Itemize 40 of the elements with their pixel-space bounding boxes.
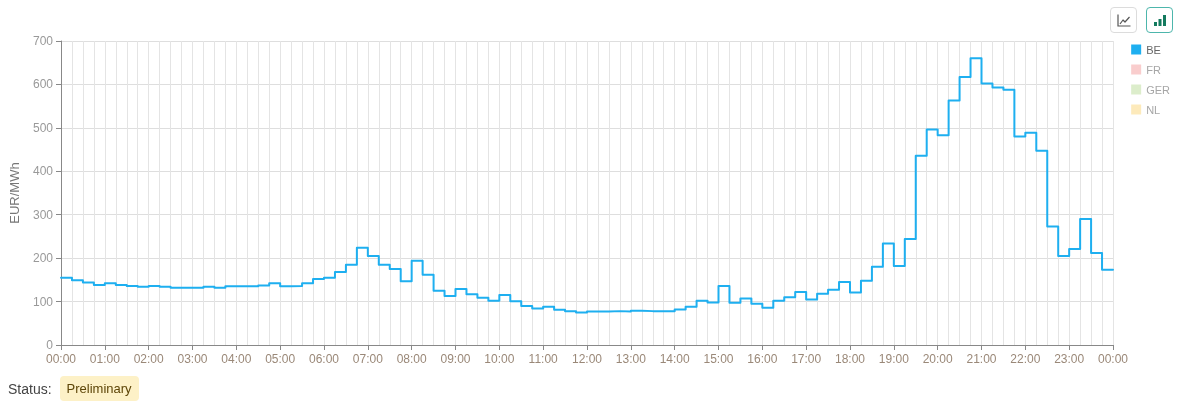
y-tick-label: 700 xyxy=(32,34,54,48)
legend-label: NL xyxy=(1146,103,1161,116)
y-tick-label: 0 xyxy=(46,338,54,352)
y-tick-label: 100 xyxy=(32,294,54,309)
x-tick-label: 18:00 xyxy=(834,352,866,366)
x-tick-label: 00:00 xyxy=(45,352,77,366)
y-tick-label: 400 xyxy=(32,164,54,179)
x-tick-label: 01:00 xyxy=(89,352,121,366)
y-axis-title: EUR/MWh xyxy=(7,162,22,224)
x-tick-label: 21:00 xyxy=(966,352,997,366)
x-tick-label: 16:00 xyxy=(747,352,778,366)
text: Status: xyxy=(8,380,52,397)
x-tick-label: 03:00 xyxy=(177,352,208,366)
status-badge: Preliminary xyxy=(59,376,139,401)
x-tick-label: 09:00 xyxy=(440,352,471,366)
x-tick-label: 06:00 xyxy=(308,352,340,366)
x-tick-label: 12:00 xyxy=(571,352,603,366)
x-tick-label: 23:00 xyxy=(1054,352,1085,366)
x-tick-label: 17:00 xyxy=(791,352,822,366)
legend-label: BE xyxy=(1146,43,1161,56)
y-tick-label: 300 xyxy=(32,207,54,222)
y-tick-label: 200 xyxy=(32,251,54,266)
x-tick-label: 04:00 xyxy=(221,352,252,366)
x-tick-label: 15:00 xyxy=(703,352,734,366)
legend-label: GER xyxy=(1146,83,1171,96)
x-tick-label: 10:00 xyxy=(484,352,515,366)
y-tick-label: 600 xyxy=(32,77,54,92)
x-tick-label: 00:00 xyxy=(1097,352,1129,366)
x-tick-label: 11:00 xyxy=(528,352,559,366)
x-tick-label: 05:00 xyxy=(265,352,296,366)
x-tick-label: 08:00 xyxy=(396,352,428,366)
x-tick-label: 20:00 xyxy=(922,352,954,366)
x-tick-label: 13:00 xyxy=(615,352,647,366)
x-tick-label: 19:00 xyxy=(878,352,910,366)
x-tick-label: 14:00 xyxy=(659,352,691,366)
x-tick-label: 02:00 xyxy=(133,352,165,366)
legend-label: FR xyxy=(1146,63,1161,76)
x-tick-label: 07:00 xyxy=(352,352,384,366)
x-tick-label: 22:00 xyxy=(1010,352,1041,366)
y-tick-label: 500 xyxy=(32,120,54,135)
